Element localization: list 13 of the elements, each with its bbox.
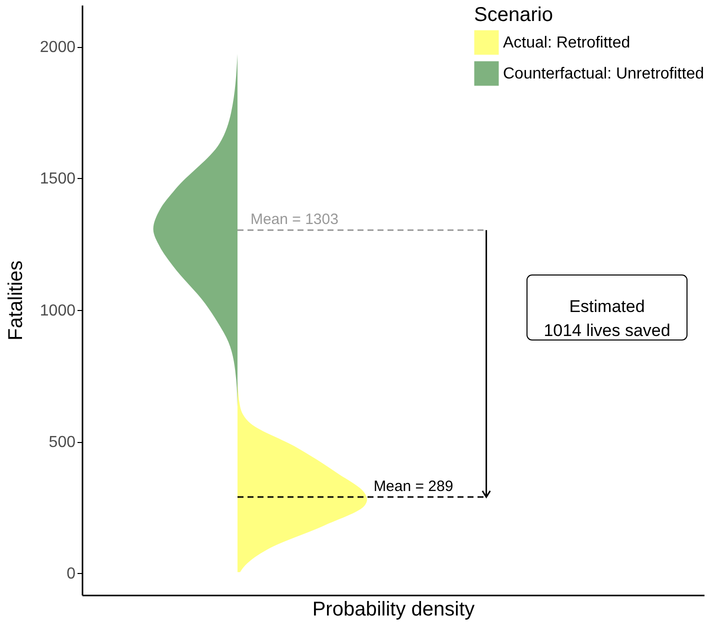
legend-label: Counterfactual: Unretrofitted xyxy=(503,66,704,82)
text: Estimated 1014 lives saved xyxy=(544,297,670,340)
legend-title: Scenario xyxy=(474,4,553,26)
legend-label: Actual: Retrofitted xyxy=(503,34,630,52)
y-axis-title: Fatalities xyxy=(4,260,27,341)
x-axis-title: Probability density xyxy=(312,598,475,620)
y-tick-label: 1500 xyxy=(40,170,76,188)
y-tick-label: 0 xyxy=(66,566,76,583)
y-tick-label: 2000 xyxy=(40,39,76,56)
ref-line-label: Mean = 289 xyxy=(374,478,454,496)
y-tick-label: 1000 xyxy=(40,302,76,320)
ref-line-label: Mean = 1303 xyxy=(250,211,338,228)
y-tick-label: 500 xyxy=(48,434,76,452)
